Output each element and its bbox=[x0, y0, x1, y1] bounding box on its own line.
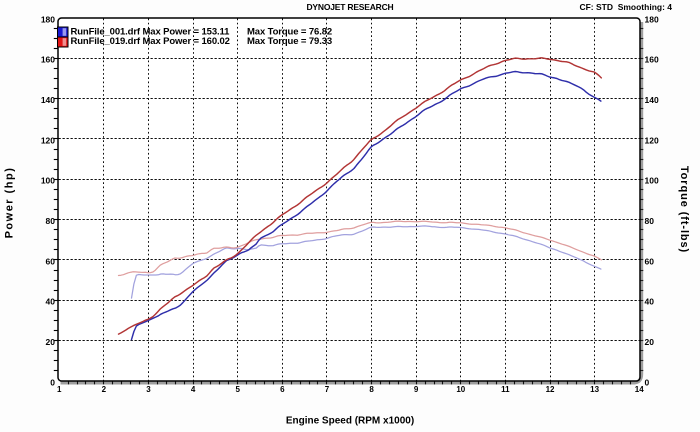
svg-text:DYNOJET RESEARCH: DYNOJET RESEARCH bbox=[306, 2, 393, 12]
svg-text:Torque (ft-lbs): Torque (ft-lbs) bbox=[678, 166, 690, 253]
svg-text:9: 9 bbox=[414, 385, 419, 394]
svg-text:8: 8 bbox=[369, 385, 374, 394]
svg-text:80: 80 bbox=[645, 216, 655, 226]
svg-text:0: 0 bbox=[645, 377, 650, 387]
svg-text:14: 14 bbox=[635, 385, 644, 394]
svg-text:12: 12 bbox=[546, 385, 555, 394]
svg-text:1: 1 bbox=[57, 385, 62, 394]
svg-text:Power (hp): Power (hp) bbox=[4, 167, 16, 239]
svg-text:RunFile_001.drf Max Power = 15: RunFile_001.drf Max Power = 153.11 bbox=[71, 26, 231, 37]
svg-text:160: 160 bbox=[645, 55, 659, 65]
svg-text:60: 60 bbox=[645, 256, 655, 266]
svg-text:Engine Speed (RPM x1000): Engine Speed (RPM x1000) bbox=[286, 416, 414, 427]
svg-text:4: 4 bbox=[191, 385, 196, 394]
svg-text:120: 120 bbox=[645, 135, 659, 145]
svg-text:CF: STD Smoothing: 4: CF: STD Smoothing: 4 bbox=[579, 2, 672, 12]
svg-text:5: 5 bbox=[235, 385, 240, 394]
svg-text:2: 2 bbox=[102, 385, 107, 394]
svg-text:6: 6 bbox=[280, 385, 285, 394]
svg-text:60: 60 bbox=[46, 256, 56, 266]
svg-text:140: 140 bbox=[41, 95, 55, 105]
svg-text:RunFile_019.drf Max Power = 16: RunFile_019.drf Max Power = 160.02 bbox=[71, 36, 230, 47]
svg-text:Max Torque = 76.82: Max Torque = 76.82 bbox=[247, 26, 332, 37]
svg-text:7: 7 bbox=[325, 385, 330, 394]
svg-text:40: 40 bbox=[46, 297, 56, 307]
svg-text:20: 20 bbox=[645, 337, 655, 347]
svg-text:100: 100 bbox=[645, 176, 659, 186]
svg-text:180: 180 bbox=[645, 14, 659, 24]
svg-text:180: 180 bbox=[41, 14, 55, 24]
svg-text:13: 13 bbox=[590, 385, 599, 394]
svg-text:20: 20 bbox=[46, 337, 56, 347]
svg-text:40: 40 bbox=[645, 297, 655, 307]
svg-text:160: 160 bbox=[41, 55, 55, 65]
svg-text:140: 140 bbox=[645, 95, 659, 105]
svg-text:3: 3 bbox=[146, 385, 151, 394]
svg-text:80: 80 bbox=[46, 216, 56, 226]
svg-text:11: 11 bbox=[501, 385, 510, 394]
svg-text:Max Torque = 79.33: Max Torque = 79.33 bbox=[247, 36, 332, 47]
svg-text:120: 120 bbox=[41, 135, 55, 145]
svg-text:0: 0 bbox=[50, 377, 55, 387]
svg-text:10: 10 bbox=[456, 385, 465, 394]
svg-text:100: 100 bbox=[41, 176, 55, 186]
